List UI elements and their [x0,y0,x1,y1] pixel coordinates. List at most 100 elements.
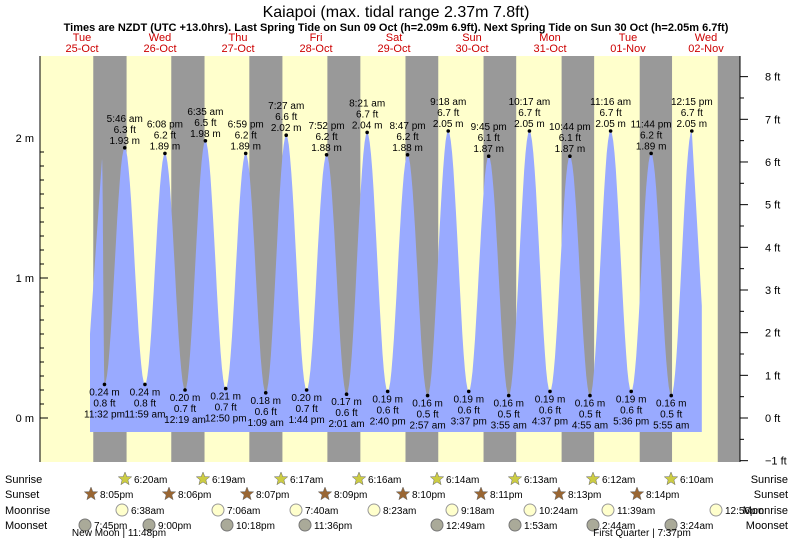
sunrise-icon [117,471,133,486]
day-name-label: Fri [310,32,323,44]
sunrise-icon [663,471,679,486]
low-tide-ft: 0.7 ft [215,403,237,414]
high-tide-point [486,154,491,158]
sunset-icon [551,486,567,501]
low-tide-m: 0.24 m [89,387,120,398]
moonset-icon [142,518,156,532]
tide-labels: 5:46 am6.3 ft1.93 m6:08 pm6.2 ft1.89 m6:… [84,97,713,432]
moonset-icon [430,518,444,532]
moonset-time: 2:44am [602,521,635,532]
high-tide-point [243,151,248,156]
day-date-label: 29-Oct [377,43,410,55]
high-tide-m: 1.87 m [555,144,586,155]
high-tide-time: 9:45 pm [471,122,507,133]
high-tide-time: 10:44 pm [549,122,591,133]
high-tide-m: 2.04 m [352,120,383,131]
moonrise-icon [289,503,303,517]
high-tide-m: 2.02 m [271,123,302,134]
high-tide-ft: 6.2 ft [396,132,418,143]
high-tide-point [446,129,451,133]
y-tick-label-ft: 4 ft [765,242,780,254]
high-tide-ft: 6.3 ft [114,125,136,136]
chart-subtitle: Times are NZDT (UTC +13.0hrs). Last Spri… [64,22,729,34]
high-tide-ft: 6.6 ft [275,112,297,123]
high-tide-ft: 6.2 ft [315,132,337,143]
y-tick-label-ft: 2 ft [765,328,780,340]
high-tide-time: 7:52 pm [308,121,344,132]
tide-area [90,131,702,432]
low-tide-ft: 0.6 ft [539,405,561,416]
moonset-time: 11:36pm [314,521,352,532]
moonrise-time: 6:38am [131,506,164,517]
low-tide-m: 0.20 m [291,393,322,404]
low-tide-ft: 0.6 ft [255,407,277,418]
day-name-label: Tue [73,32,92,44]
high-tide-m: 1.89 m [150,141,181,152]
high-tide-ft: 6.7 ft [599,108,621,119]
moonset-icon [664,518,678,532]
high-tide-point [284,133,289,137]
high-tide-time: 12:15 pm [671,97,713,108]
moonset-icon [298,518,312,532]
sunrise-time: 6:20am [134,475,167,486]
chart-title: Kaiapoi (max. tidal range 2.37m 7.8ft) [263,4,530,21]
high-tide-ft: 6.2 ft [154,130,176,141]
sunrise-time: 6:10am [680,475,713,486]
day-name-label: Sat [386,32,403,44]
high-tide-m: 2.05 m [514,119,545,130]
high-tide-time: 5:46 am [107,114,143,125]
sunrise-icon [585,471,601,486]
sunset-time: 8:09pm [334,490,367,501]
high-tide-ft: 6.1 ft [478,133,500,144]
sunset-time: 8:10pm [412,490,445,501]
astro-table: Sunrise Sunrise Sunset Sunset Moonrise Moonri… [5,471,788,539]
y-tick-label-m: 2 m [16,133,34,145]
high-tide-ft: 6.1 ft [559,133,581,144]
day-date-label: 27-Oct [221,43,254,55]
low-tide-m: 0.20 m [170,393,201,404]
low-tide-m: 0.18 m [250,396,281,407]
sunset-icon [395,486,411,501]
high-tide-m: 1.87 m [473,144,504,155]
low-tide-m: 0.19 m [372,394,403,405]
moonrise-time: 12:56pm [725,506,764,517]
high-tide-time: 6:08 pm [147,119,183,130]
high-tide-m: 1.93 m [109,136,140,147]
day-name-label: Thu [229,32,248,44]
low-tide-time: 4:37 pm [532,416,568,427]
sunrise-icon [429,471,445,486]
high-tide-point [203,139,208,143]
sunset-icon [317,486,333,501]
low-tide-time: 2:40 pm [370,416,406,427]
sunrise-icon [507,471,523,486]
sunset-time: 8:13pm [568,490,601,501]
moonset-icon [220,518,234,532]
sunset-icon [161,486,177,501]
high-tide-m: 2.05 m [677,119,708,130]
low-tide-ft: 0.5 ft [416,410,438,421]
row-label-left: Sunrise [5,474,42,486]
low-tide-ft: 0.6 ft [377,405,399,416]
high-tide-ft: 6.7 ft [356,109,378,120]
moonrise-time: 11:39am [617,506,655,517]
sunset-icon [83,486,99,501]
tide-curve [90,131,702,432]
moonrise-icon [115,503,129,517]
low-tide-point [304,388,309,392]
day-date-label: 30-Oct [455,43,488,55]
high-tide-time: 6:59 pm [228,119,264,130]
moonrise-time: 7:06am [227,506,260,517]
day-date-label: 02-Nov [688,43,724,55]
high-tide-point [568,154,572,158]
high-tide-time: 7:27 am [268,101,304,112]
low-tide-time: 5:36 pm [613,416,649,427]
low-tide-time: 4:55 am [572,421,608,432]
high-tide-point [649,151,653,156]
daylight-band [40,56,94,462]
moonset-time: 1:53am [524,521,557,532]
high-tide-point [405,153,410,157]
sunrise-time: 6:17am [290,475,323,486]
high-tide-m: 2.05 m [433,119,464,130]
low-tide-time: 11:59 am [124,409,165,420]
sunrise-icon [351,471,367,486]
